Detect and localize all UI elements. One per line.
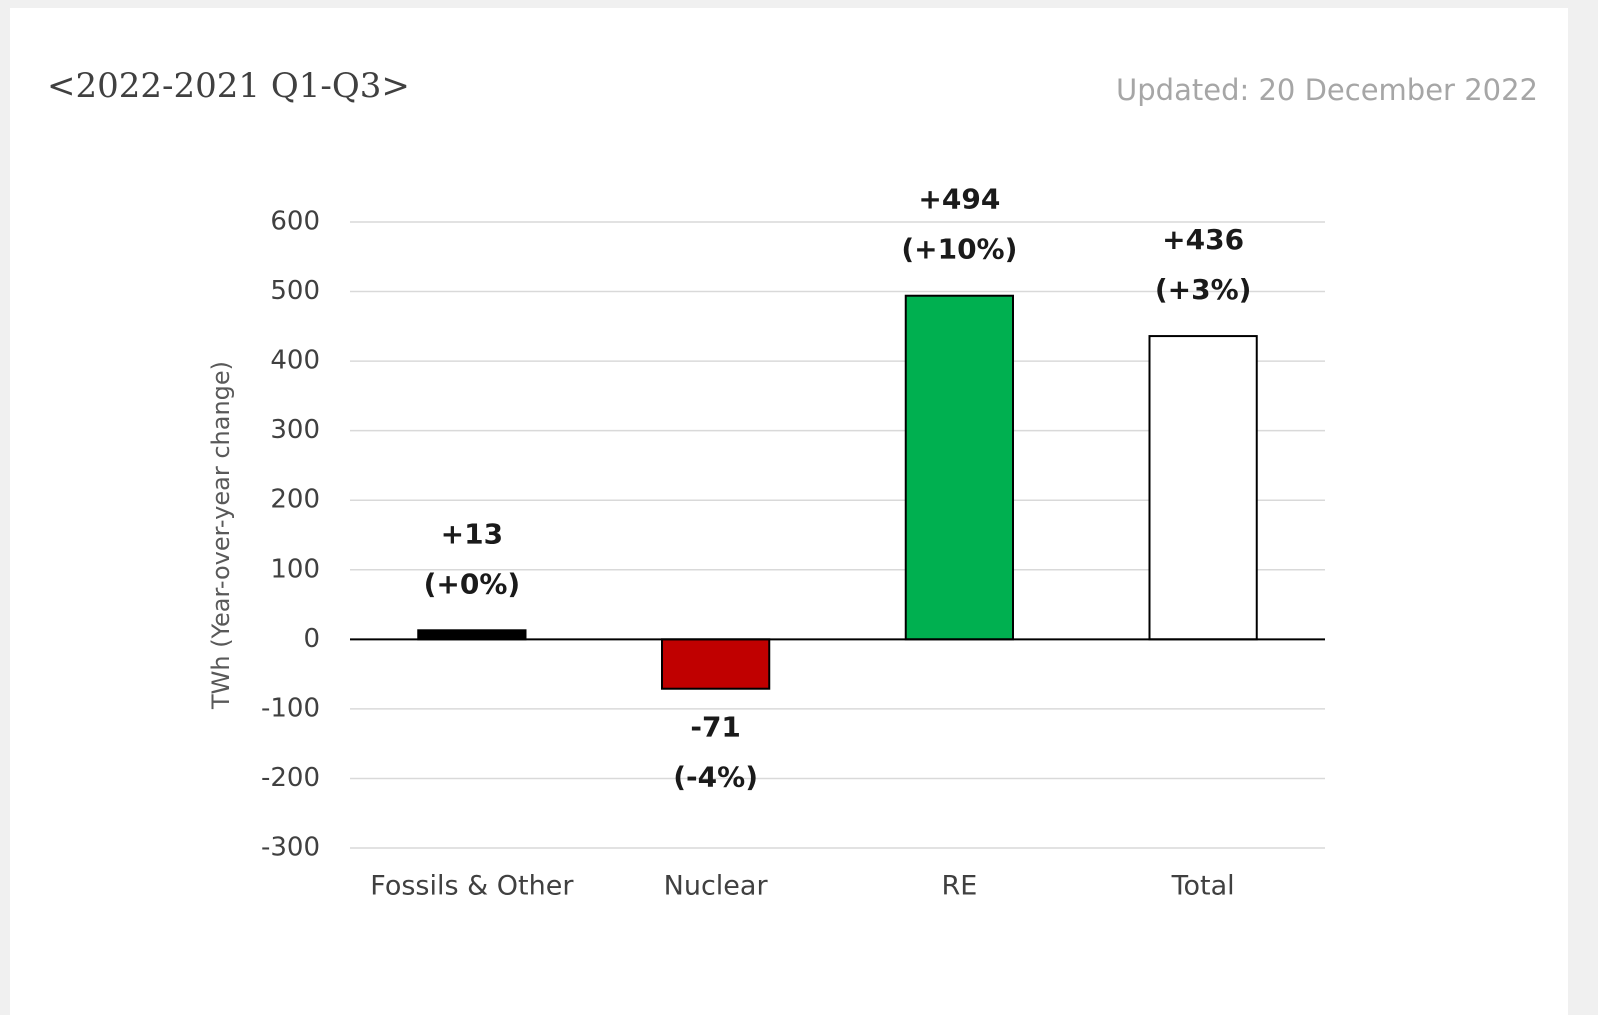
percent-label: (+0%) [424,567,521,600]
percent-label: (+3%) [1155,273,1252,306]
chart-subtitle: Updated: 20 December 2022 [1116,73,1538,107]
value-label: +494 [918,183,1000,216]
percent-label: (+10%) [901,233,1017,266]
x-tick-label: RE [941,871,977,902]
bar [661,638,771,690]
value-label: -71 [690,711,741,744]
chart-title: <2022-2021 Q1-Q3> [47,66,410,106]
value-label: +436 [1162,223,1244,256]
bar [1148,335,1258,641]
card [10,8,1568,1015]
y-axis-label: TWh (Year-over-year change) [207,361,235,710]
y-tick-label: 400 [270,346,320,376]
y-tick-label: 600 [270,207,320,237]
bar [904,294,1014,641]
y-tick-label: 500 [270,276,320,306]
value-label: +13 [441,517,503,550]
y-tick-label: -100 [261,693,320,723]
y-tick-label: 300 [270,415,320,445]
bar [417,629,527,641]
y-tick-label: -200 [261,763,320,793]
x-tick-label: Fossils & Other [370,871,574,902]
y-tick-label: -300 [261,833,320,863]
y-tick-label: 200 [270,485,320,515]
y-tick-label: 100 [270,554,320,584]
x-tick-label: Nuclear [664,871,769,902]
x-tick-label: Total [1171,871,1235,902]
percent-label: (-4%) [673,761,758,794]
y-tick-label: 0 [303,624,320,654]
